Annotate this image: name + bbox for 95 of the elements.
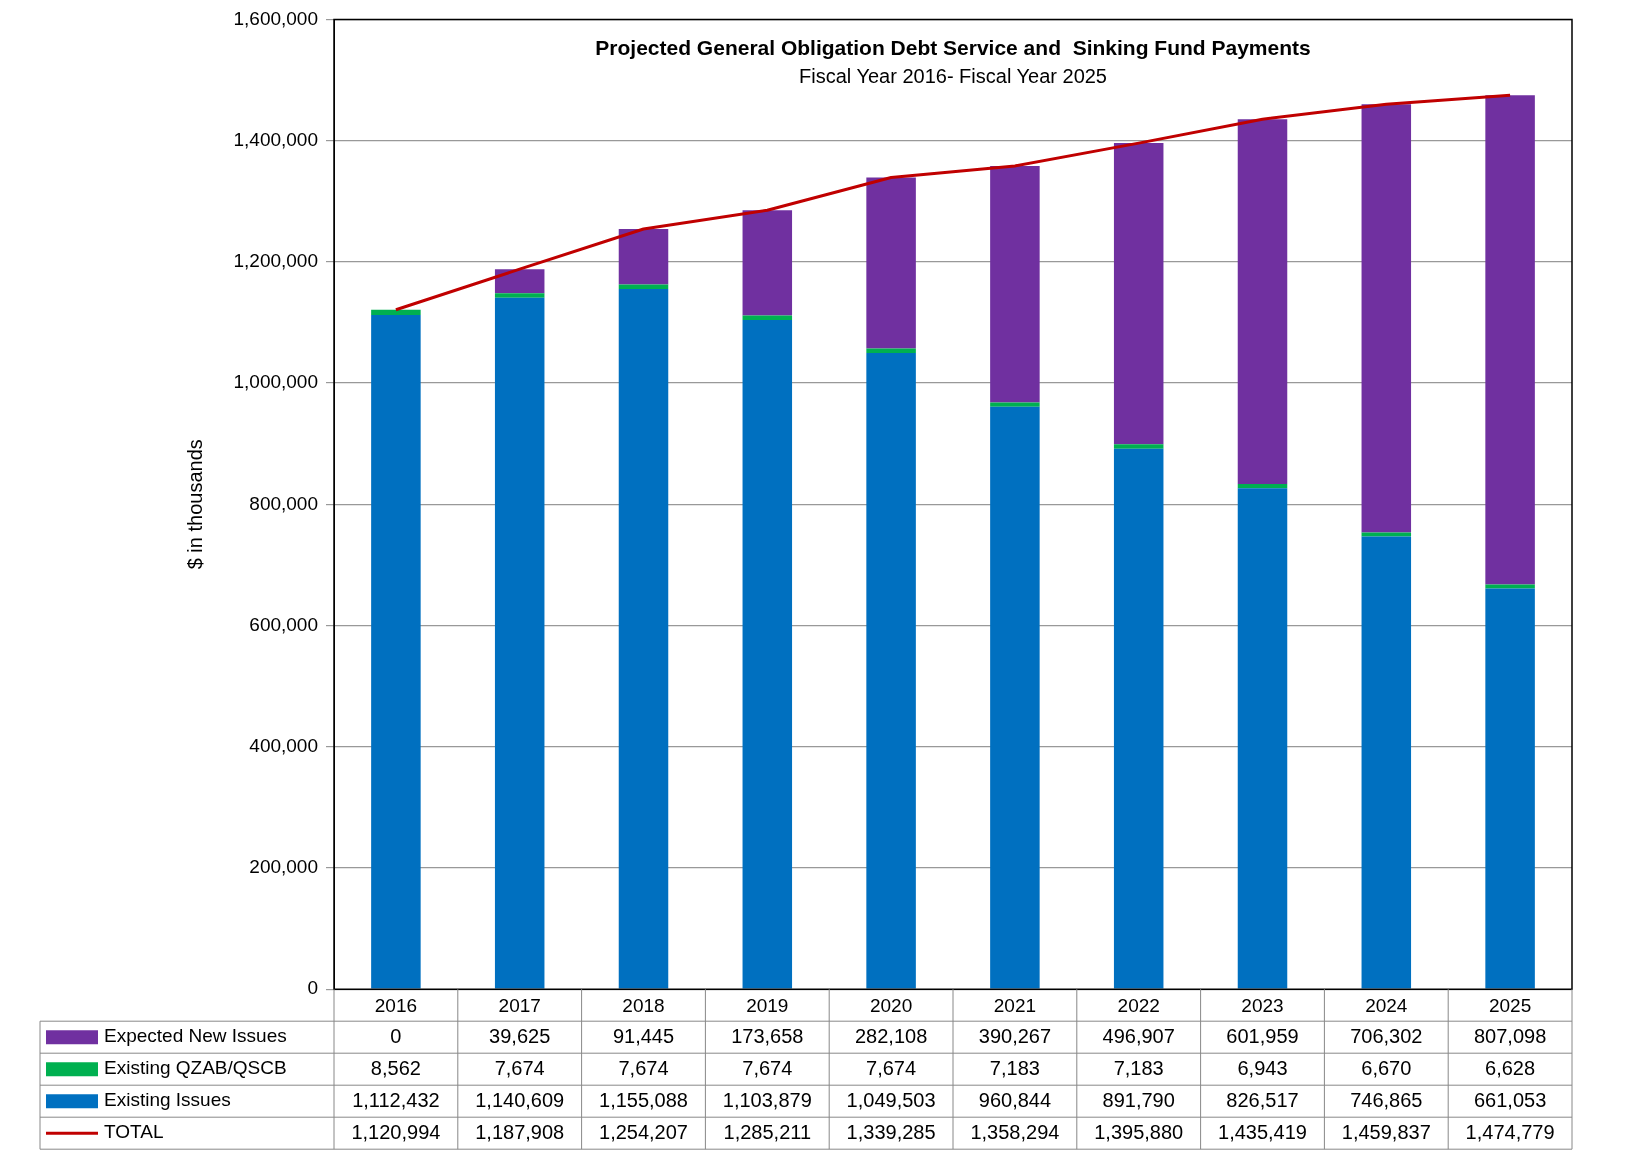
bar [866, 348, 916, 354]
data-label: 1,254,207 [599, 1120, 688, 1143]
x-tick-label: 2021 [993, 994, 1037, 1016]
data-label: 390,267 [978, 1024, 1052, 1047]
data-label: 891,790 [1102, 1088, 1175, 1111]
data-label: 1,358,294 [970, 1120, 1060, 1143]
data-label: 282,108 [854, 1024, 928, 1047]
bar [1237, 484, 1288, 489]
x-tick-label: 2020 [869, 994, 913, 1016]
x-tick-label: 2025 [1488, 994, 1532, 1016]
bar [494, 269, 545, 294]
y-tick-label: 1,400,000 [233, 128, 318, 150]
bar [742, 315, 793, 321]
data-label: 496,907 [1102, 1024, 1175, 1047]
bar [866, 177, 916, 349]
bar [371, 309, 421, 315]
text: Fiscal Year 2016- Fiscal Year 2025 [799, 64, 1107, 87]
y-tick-label: 0 [307, 977, 318, 999]
data-label: 826,517 [1226, 1088, 1299, 1111]
bar [1237, 488, 1288, 989]
bar [1485, 584, 1535, 589]
data-label: 1,474,779 [1465, 1120, 1555, 1143]
x-tick-label: 2016 [374, 994, 418, 1016]
data-label: 1,112,432 [352, 1088, 440, 1111]
data-label: 6,628 [1485, 1056, 1536, 1079]
data-label: 1,049,503 [846, 1088, 936, 1111]
y-tick-label: 400,000 [249, 734, 318, 756]
bar [494, 297, 545, 989]
data-label: 1,339,285 [846, 1120, 936, 1143]
bar [618, 228, 669, 285]
bar [1361, 536, 1412, 989]
data-label: 8,562 [370, 1056, 421, 1079]
legend-label: TOTAL [104, 1121, 164, 1143]
bar [742, 320, 793, 989]
text: Projected General Obligation Debt Service and Sinking Fund Payments [595, 36, 1311, 60]
bar [866, 353, 916, 989]
data-label: 1,140,609 [475, 1088, 565, 1111]
y-tick-label: 1,600,000 [233, 7, 318, 29]
legend-label: Existing QZAB/QSCB [104, 1057, 287, 1079]
data-label: 661,053 [1473, 1088, 1547, 1111]
data-label: 173,658 [731, 1024, 804, 1047]
y-tick-label: 800,000 [249, 492, 318, 514]
data-label: 6,670 [1361, 1056, 1412, 1079]
legend-label: Existing Issues [104, 1089, 231, 1111]
x-tick-label: 2024 [1365, 994, 1408, 1016]
data-label: 1,285,211 [723, 1120, 812, 1143]
bar [371, 314, 421, 989]
bar [1113, 143, 1164, 445]
data-label: 39,625 [489, 1024, 551, 1047]
data-label: 1,155,088 [599, 1088, 688, 1111]
data-label: 1,435,419 [1218, 1120, 1307, 1143]
x-tick-label: 2018 [622, 994, 665, 1016]
bar [1485, 588, 1535, 989]
bar [1361, 104, 1412, 533]
bar [742, 210, 793, 316]
bar [494, 293, 545, 298]
bar [1113, 448, 1164, 989]
y-tick-label: 200,000 [249, 856, 318, 878]
data-label: 807,098 [1473, 1024, 1547, 1047]
data-label: 7,674 [866, 1056, 917, 1079]
bar [990, 402, 1040, 407]
bar [1237, 119, 1288, 485]
bar [1485, 95, 1535, 585]
x-tick-label: 2019 [746, 994, 789, 1016]
bar [618, 289, 669, 989]
data-label: 7,674 [618, 1056, 669, 1079]
y-tick-label: 1,200,000 [233, 250, 318, 272]
data-label: 0 [390, 1024, 402, 1047]
x-tick-label: 2017 [498, 994, 541, 1016]
bar [1361, 532, 1412, 537]
data-label: 706,302 [1350, 1024, 1423, 1047]
data-label: 1,103,879 [722, 1088, 812, 1111]
data-label: 1,395,880 [1094, 1120, 1184, 1143]
bar [1113, 444, 1164, 449]
data-label: 7,183 [1113, 1056, 1164, 1079]
data-label: 1,459,837 [1341, 1120, 1431, 1143]
bar [618, 284, 669, 290]
data-label: 1,187,908 [475, 1120, 565, 1143]
data-label: 7,183 [989, 1056, 1040, 1079]
data-label: 601,959 [1226, 1024, 1299, 1047]
data-label: 7,674 [494, 1056, 545, 1079]
data-label: 746,865 [1350, 1088, 1423, 1111]
data-label: 6,943 [1237, 1056, 1288, 1079]
x-tick-label: 2022 [1117, 994, 1160, 1016]
y-tick-label: 600,000 [249, 613, 318, 635]
data-label: 1,120,994 [351, 1120, 441, 1143]
data-label: 91,445 [612, 1024, 675, 1047]
y-tick-label: 1,000,000 [233, 371, 318, 393]
y-axis-title: $ in thousands [183, 439, 206, 570]
bar [990, 165, 1040, 403]
bar [990, 406, 1040, 989]
x-tick-label: 2023 [1241, 994, 1284, 1016]
legend-label: Expected New Issues [104, 1025, 287, 1047]
data-label: 7,674 [742, 1056, 793, 1079]
data-label: 960,844 [978, 1088, 1052, 1111]
